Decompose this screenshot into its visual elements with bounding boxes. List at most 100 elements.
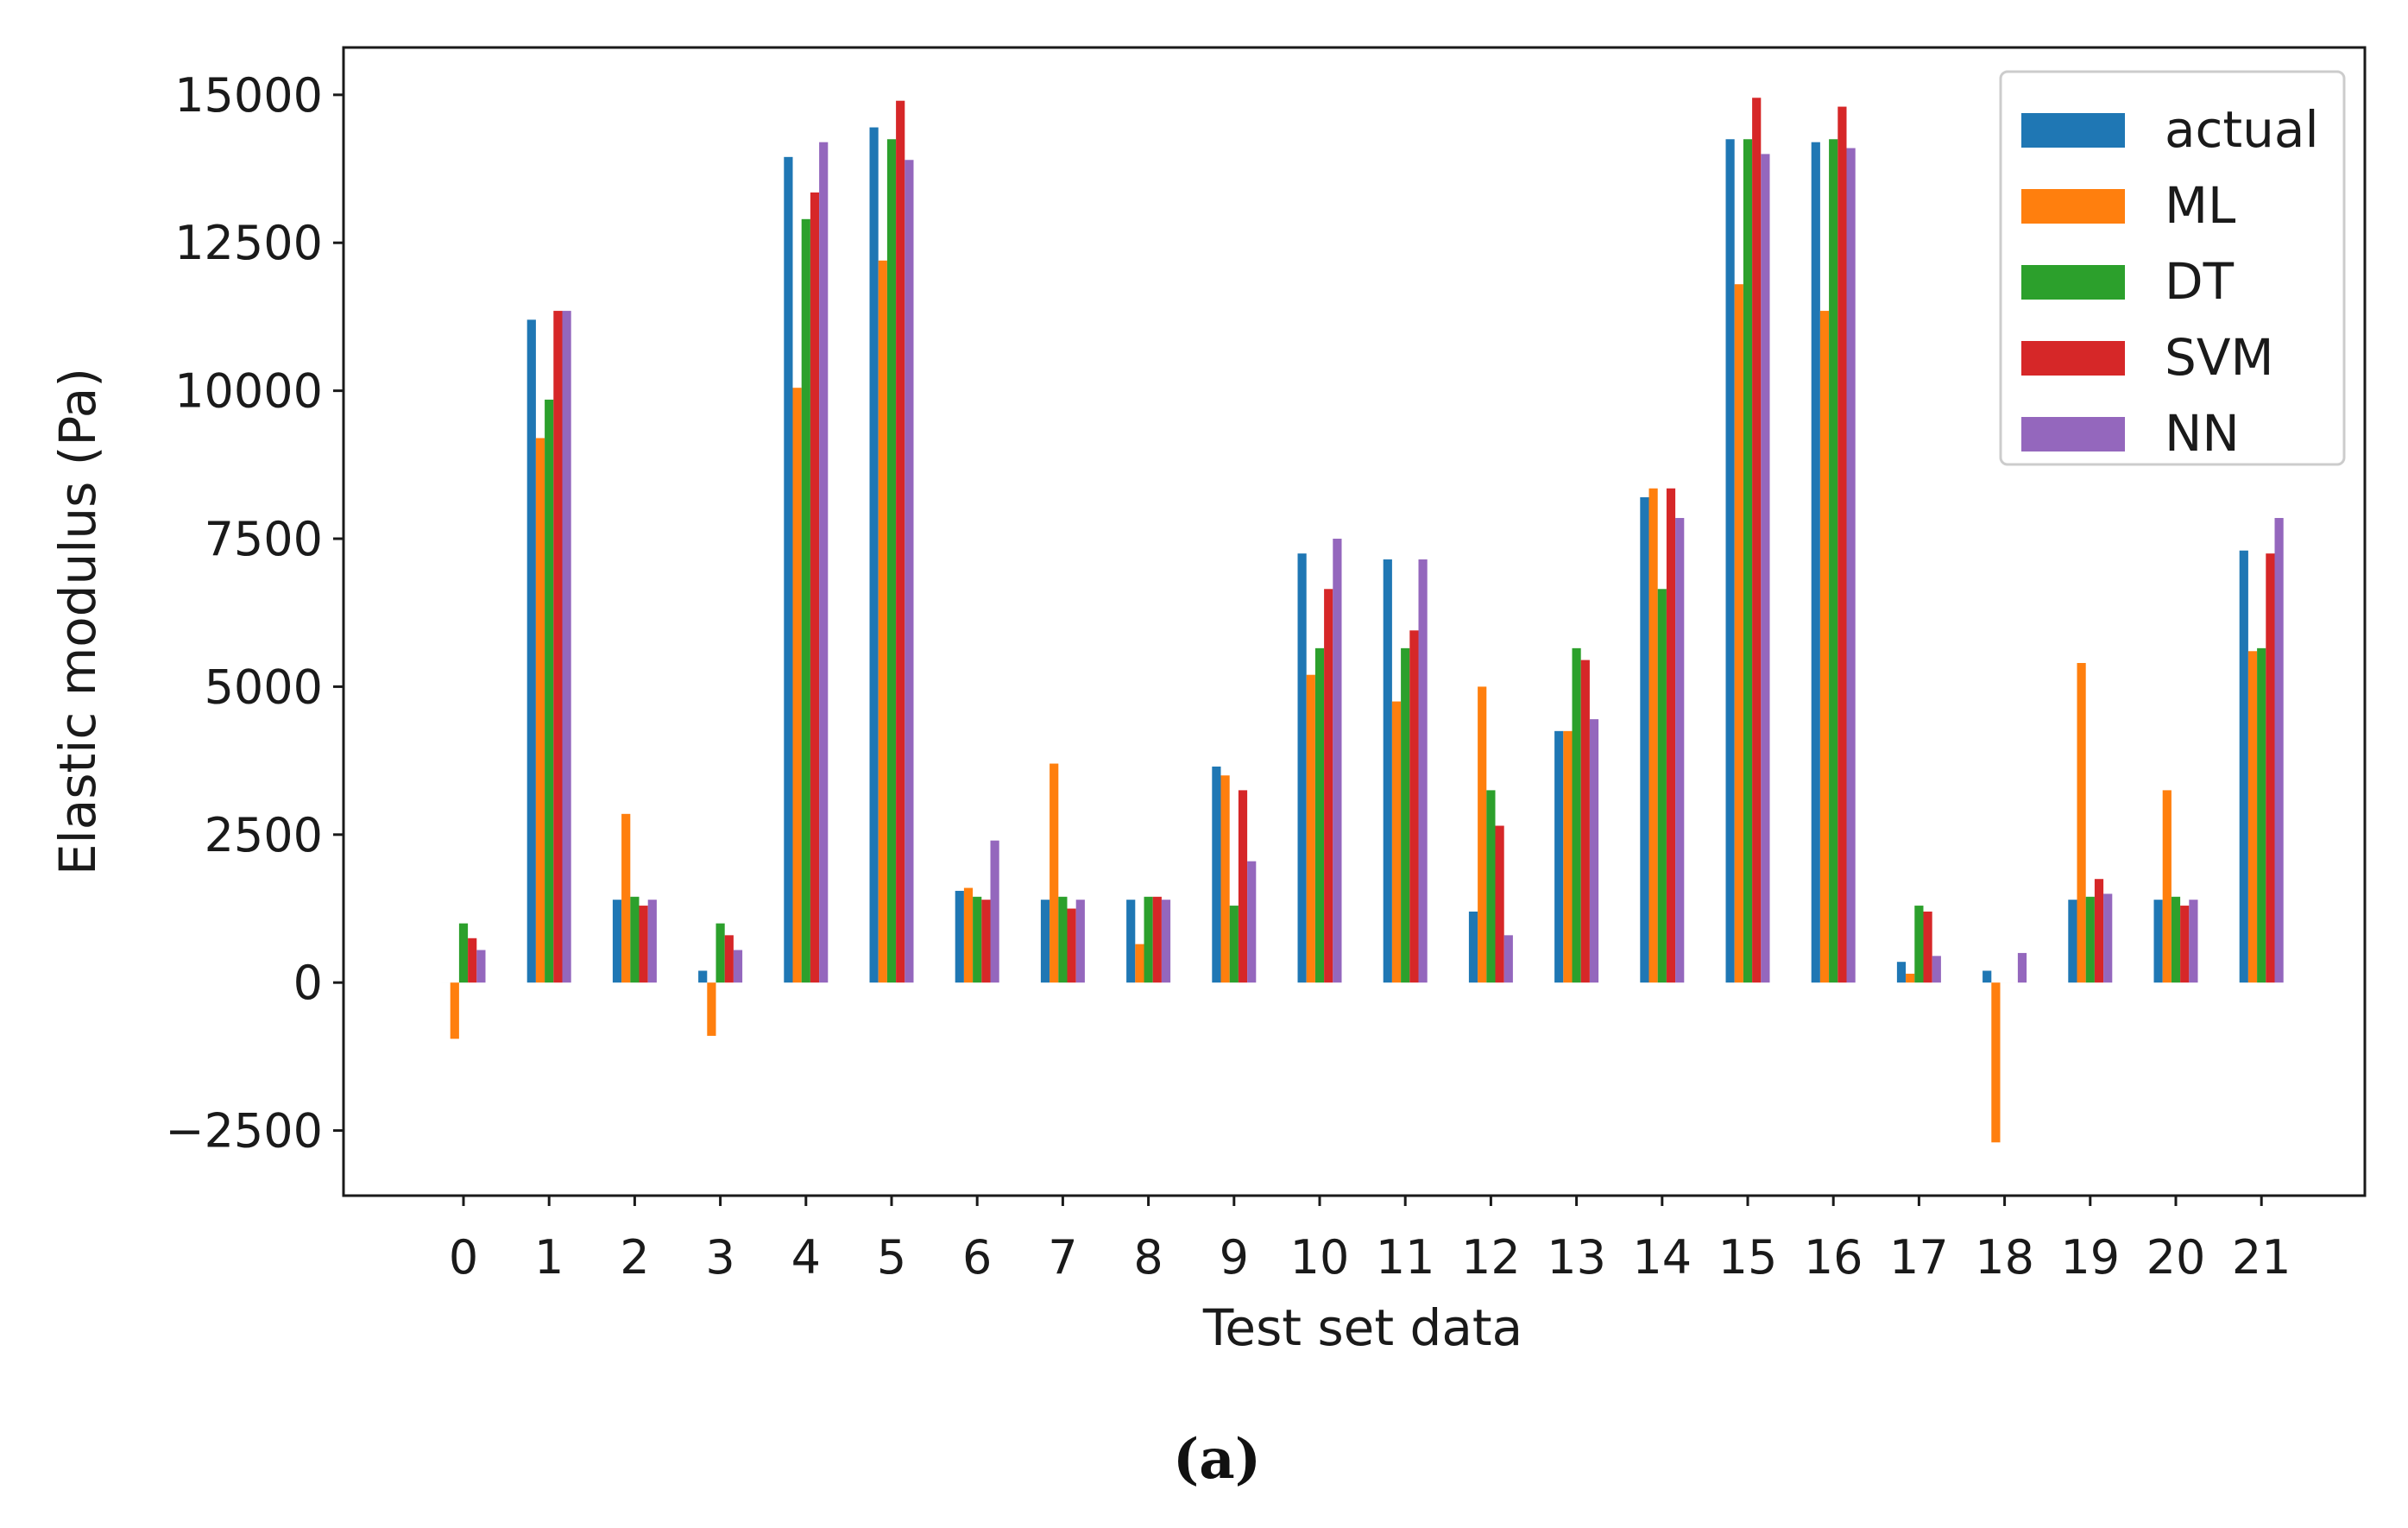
x-tick-label: 0: [449, 1230, 478, 1285]
bar-SVM-15: [1752, 98, 1762, 983]
x-tick-label: 15: [1718, 1230, 1778, 1285]
bar-SVM-13: [1580, 660, 1590, 983]
legend-swatch-NN: [2021, 417, 2125, 451]
x-tick-label: 7: [1048, 1230, 1077, 1285]
bar-actual-11: [1383, 559, 1392, 983]
x-tick-label: 14: [1632, 1230, 1692, 1285]
x-tick-label: 13: [1547, 1230, 1606, 1285]
bar-NN-16: [1846, 148, 1856, 983]
bar-DT-21: [2257, 647, 2266, 983]
bar-actual-6: [955, 890, 964, 983]
bar-DT-3: [715, 923, 725, 983]
y-axis-label: Elastic modulus (Pa): [48, 368, 107, 875]
bar-SVM-17: [1923, 911, 1932, 983]
bar-ML-2: [621, 813, 631, 983]
legend-label-actual: actual: [2165, 100, 2319, 159]
x-tick-label: 17: [1889, 1230, 1949, 1285]
y-tick-label: 7500: [205, 512, 323, 566]
bar-ML-12: [1478, 686, 1487, 983]
bar-DT-1: [545, 399, 554, 983]
x-tick-label: 21: [2232, 1230, 2291, 1285]
bar-ML-19: [2077, 662, 2086, 983]
bar-ML-16: [1819, 311, 1830, 983]
bar-DT-7: [1058, 896, 1068, 983]
bar-ML-15: [1734, 284, 1743, 983]
bar-actual-14: [1640, 497, 1649, 983]
bar-ML-14: [1648, 488, 1658, 983]
x-axis-label: Test set data: [1202, 1298, 1522, 1357]
x-tick-label: 5: [877, 1230, 906, 1285]
x-tick-label: 3: [705, 1230, 734, 1285]
bar-SVM-9: [1238, 790, 1248, 983]
bar-actual-2: [612, 900, 622, 983]
bar-DT-2: [630, 896, 640, 983]
x-tick-label: 10: [1290, 1230, 1350, 1285]
bar-SVM-16: [1838, 106, 1847, 983]
bar-DT-20: [2171, 896, 2181, 983]
bar-SVM-2: [639, 906, 648, 983]
bar-DT-6: [973, 896, 982, 983]
bar-NN-7: [1075, 900, 1085, 983]
bar-DT-16: [1829, 139, 1838, 983]
bar-ML-0: [450, 982, 459, 1039]
bar-actual-5: [869, 127, 879, 983]
bar-SVM-21: [2266, 553, 2275, 983]
bar-SVM-6: [981, 900, 991, 983]
y-tick-label: 12500: [174, 216, 323, 270]
bar-actual-16: [1811, 142, 1820, 983]
bar-ML-3: [707, 982, 716, 1036]
bar-ML-17: [1906, 973, 1915, 983]
bar-DT-0: [458, 923, 469, 983]
x-tick-label: 19: [2060, 1230, 2120, 1285]
bar-ML-11: [1391, 701, 1402, 983]
bar-actual-9: [1212, 766, 1221, 983]
bar-ML-8: [1135, 944, 1144, 983]
bar-actual-12: [1468, 911, 1478, 983]
plot-frame: [342, 46, 2367, 1197]
y-axis-ticks: −2500 0 2500 5000 7500 10000 12500 15000: [165, 68, 344, 1159]
bar-SVM-12: [1495, 825, 1504, 983]
legend-swatch-ML: [2021, 189, 2125, 224]
y-tick-label: 15000: [174, 68, 323, 123]
bar-ML-7: [1050, 763, 1059, 983]
bar-NN-17: [1932, 956, 1941, 983]
bar-NN-0: [476, 950, 486, 983]
bar-actual-8: [1126, 900, 1136, 983]
bar-DT-13: [1572, 647, 1581, 983]
bar-NN-9: [1247, 861, 1257, 983]
bar-DT-11: [1401, 647, 1410, 983]
bar-ML-1: [535, 438, 545, 983]
bar-NN-8: [1161, 900, 1171, 983]
x-tick-label: 9: [1220, 1230, 1249, 1285]
bar-actual-18: [1983, 970, 1992, 983]
bar-ML-5: [878, 260, 887, 983]
bar-ML-4: [792, 388, 802, 983]
bar-SVM-20: [2180, 906, 2190, 983]
bar-NN-19: [2103, 893, 2113, 983]
bar-SVM-7: [1067, 908, 1076, 983]
y-tick-label: 2500: [205, 808, 323, 862]
legend-swatch-SVM: [2021, 341, 2125, 376]
legend-label-NN: NN: [2165, 404, 2240, 463]
bar-NN-3: [733, 950, 743, 983]
figure-caption: (a): [1173, 1427, 1261, 1492]
y-tick-label: 5000: [205, 660, 323, 714]
bar-NN-10: [1333, 539, 1342, 983]
x-tick-label: 8: [1133, 1230, 1163, 1285]
bar-SVM-3: [724, 935, 734, 983]
bar-DT-4: [801, 218, 810, 983]
x-tick-label: 1: [534, 1230, 564, 1285]
bar-actual-1: [526, 319, 536, 983]
legend-label-SVM: SVM: [2165, 328, 2274, 387]
bar-DT-14: [1657, 589, 1667, 983]
bar-DT-19: [2085, 896, 2095, 983]
x-tick-label: 11: [1376, 1230, 1435, 1285]
bar-NN-14: [1675, 518, 1685, 983]
x-axis-ticks: 0 1 2 3 4 5 6 7 8 9 10 11 12 13 14 15 16 17 18 19 20 21: [449, 1196, 2291, 1285]
bar-ML-9: [1220, 775, 1230, 983]
bar-DT-15: [1743, 139, 1753, 983]
bar-NN-12: [1503, 935, 1513, 983]
legend-swatch-actual: [2021, 113, 2125, 148]
bar-SVM-4: [810, 192, 820, 983]
